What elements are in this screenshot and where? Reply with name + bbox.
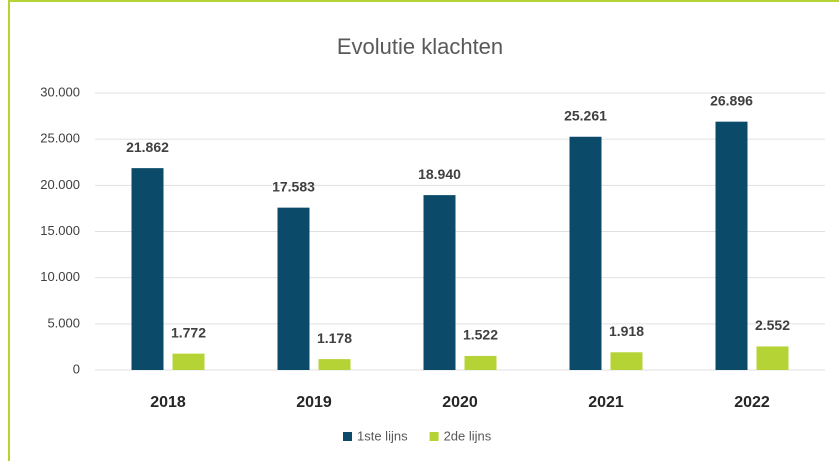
bar — [423, 195, 456, 370]
x-tick-label: 2022 — [734, 394, 770, 411]
y-tick-label: 20.000 — [40, 177, 80, 192]
y-tick-label: 30.000 — [40, 84, 80, 99]
bar — [172, 353, 205, 370]
data-label: 1.772 — [171, 324, 206, 340]
x-tick-label: 2018 — [150, 394, 186, 411]
y-tick-label: 25.000 — [40, 131, 80, 146]
legend-swatch — [429, 432, 439, 441]
data-label: 2.552 — [755, 317, 790, 333]
y-tick-label: 15.000 — [40, 223, 80, 238]
data-label: 17.583 — [272, 178, 315, 194]
x-tick-label: 2020 — [442, 394, 478, 411]
bar — [569, 136, 602, 370]
chart-title: Evolutie klachten — [337, 34, 503, 59]
legend-label: 2de lijns — [444, 428, 492, 443]
y-tick-label: 5.000 — [47, 315, 80, 330]
data-label: 1.918 — [609, 323, 644, 339]
data-label: 25.261 — [564, 107, 607, 123]
data-label: 18.940 — [418, 166, 461, 182]
bar — [715, 121, 748, 370]
data-label: 26.896 — [710, 92, 753, 108]
chart-border — [8, 0, 839, 461]
data-label: 21.862 — [126, 139, 169, 155]
legend-label: 1ste lijns — [357, 428, 408, 443]
data-label: 1.178 — [317, 330, 352, 346]
bar — [277, 207, 310, 370]
data-label: 1.522 — [463, 327, 498, 343]
bar — [464, 355, 497, 370]
legend-swatch — [343, 432, 352, 441]
bar — [610, 352, 643, 370]
x-tick-label: 2019 — [296, 394, 332, 411]
bar — [318, 359, 351, 370]
y-tick-label: 0 — [73, 361, 80, 376]
x-tick-label: 2021 — [588, 394, 624, 411]
bar — [756, 346, 789, 370]
y-tick-label: 10.000 — [40, 269, 80, 284]
bar — [131, 168, 164, 370]
